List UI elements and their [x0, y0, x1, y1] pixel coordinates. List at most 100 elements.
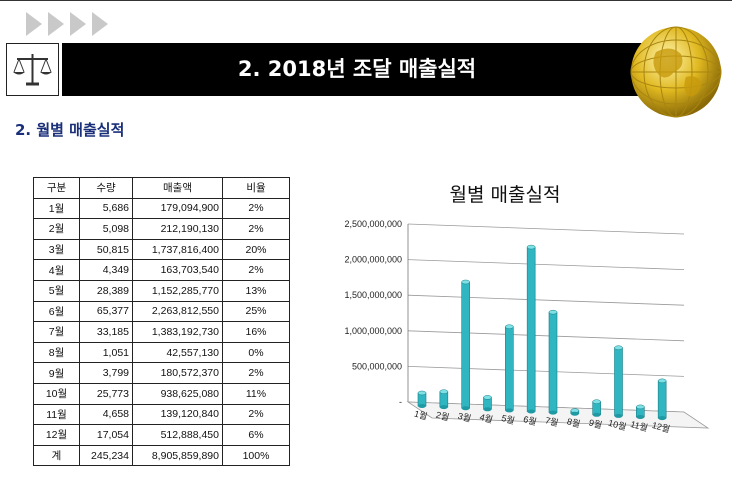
x-tick-label: 9월	[588, 416, 604, 430]
table-row: 2월 5,098 212,190,130 2%	[33, 218, 290, 240]
page-title: 2. 2018년 조달 매출실적	[237, 57, 477, 81]
table-cell: 12월	[33, 424, 80, 446]
bar-top	[657, 378, 667, 384]
bar	[548, 311, 558, 413]
table-cell: 4월	[33, 259, 80, 281]
table-cell: 25%	[222, 300, 290, 323]
arrow-icon	[70, 12, 86, 36]
table-cell: 5,098	[79, 218, 133, 240]
table-cell: 17,054	[79, 424, 133, 446]
table-cell: 28,389	[79, 279, 133, 302]
arrow-icon	[26, 12, 42, 36]
table-header: 매출액	[132, 177, 223, 199]
y-tick-label: 1,500,000,000	[344, 290, 402, 300]
y-tick-label: 500,000,000	[352, 361, 402, 371]
bar-top	[548, 309, 558, 315]
bar-base	[483, 407, 492, 412]
bar-base	[439, 405, 448, 410]
x-tick-label: 7월	[544, 414, 560, 428]
table-cell: 계	[33, 444, 80, 467]
table-cell: 11월	[33, 403, 80, 426]
x-tick-label: 12월	[651, 419, 672, 434]
bar-base	[570, 411, 579, 416]
x-tick-label: 6월	[522, 413, 538, 427]
y-tick-label: 2,500,000,000	[344, 219, 402, 229]
gridline	[407, 259, 685, 270]
table-cell: 6%	[222, 424, 290, 446]
table-cell: 1,737,816,400	[132, 238, 223, 261]
table-cell: 2,263,812,550	[132, 300, 223, 323]
table-cell: 2%	[222, 197, 290, 220]
table-cell: 9월	[33, 362, 80, 384]
x-tick-label: 11월	[629, 418, 649, 433]
table-cell: 5,686	[79, 197, 133, 220]
bar-base	[592, 412, 601, 417]
table-cell: 7월	[33, 321, 80, 343]
table-cell: 8,905,859,890	[132, 444, 223, 467]
chart-floor	[406, 401, 710, 429]
table-cell: 245,234	[79, 444, 133, 467]
table-cell: 3월	[33, 238, 80, 261]
table-cell: 938,625,080	[132, 382, 223, 405]
table-row: 10월 25,773 938,625,080 11%	[33, 382, 290, 405]
table-cell: 50,815	[79, 238, 133, 261]
gridline	[407, 294, 685, 306]
bar	[439, 391, 449, 408]
table-header: 수량	[79, 177, 133, 199]
bar	[526, 246, 536, 412]
table-cell: 33,185	[79, 321, 133, 343]
x-tick-label: 10월	[607, 417, 628, 432]
x-tick-label: 3월	[457, 410, 473, 424]
bar	[614, 347, 623, 417]
table-cell: 10월	[33, 382, 80, 405]
bar-top	[483, 395, 492, 400]
table-cell: 179,094,900	[132, 197, 223, 220]
bar	[657, 380, 667, 419]
bar	[461, 281, 470, 409]
table-cell: 16%	[222, 321, 290, 343]
bar-base	[549, 410, 557, 415]
table-header-row: 구분 수량 매출액 비율	[33, 177, 290, 199]
scales-icon	[6, 43, 59, 96]
x-tick-label: 2월	[435, 409, 451, 423]
table-cell: 212,190,130	[132, 218, 223, 240]
bar-top	[505, 324, 514, 329]
table-cell: 13%	[222, 279, 290, 302]
table-cell: 512,888,450	[132, 424, 223, 446]
table-cell: 65,377	[79, 300, 133, 323]
table-cell: 139,120,840	[132, 403, 223, 426]
bar-top	[439, 389, 449, 394]
bar-base	[614, 413, 623, 418]
table-total-row: 계 245,234 8,905,859,890 100%	[33, 444, 290, 467]
table-cell: 1,383,192,730	[132, 321, 223, 343]
table-row: 7월 33,185 1,383,192,730 16%	[33, 321, 290, 343]
bar-top	[614, 345, 623, 350]
table-cell: 1,051	[79, 341, 133, 364]
bar-top	[417, 390, 427, 396]
bar-top	[592, 399, 601, 404]
x-tick-label: 8월	[566, 415, 582, 429]
table-cell: 20%	[222, 238, 290, 261]
monthly-sales-table: 구분 수량 매출액 비율 1월 5,686 179,094,900 2% 2월 5,09…	[33, 177, 290, 467]
y-tick-label: 1,000,000,000	[344, 326, 402, 336]
table-cell: 163,703,540	[132, 259, 223, 281]
table-cell: 2월	[33, 218, 80, 240]
table-cell: 25,773	[79, 382, 133, 405]
gridline	[407, 366, 685, 377]
table-cell: 180,572,370	[132, 362, 223, 384]
table-row: 1월 5,686 179,094,900 2%	[33, 197, 290, 220]
bar-base	[527, 409, 536, 414]
table-header: 비율	[222, 177, 290, 199]
x-tick-label: 1월	[413, 408, 429, 422]
table-row: 11월 4,658 139,120,840 2%	[33, 403, 290, 426]
bar-base	[505, 408, 514, 413]
bar-top	[461, 279, 470, 285]
x-tick-label: 5월	[500, 412, 516, 426]
bar-top	[526, 244, 536, 250]
section-title: 2. 월별 매출실적	[15, 121, 125, 139]
y-tick-label: 2,000,000,000	[344, 255, 402, 265]
arrow-icon	[92, 12, 108, 36]
title-bar: 2. 2018년 조달 매출실적	[62, 43, 652, 96]
gridline	[407, 330, 685, 342]
bar-base	[418, 404, 426, 408]
